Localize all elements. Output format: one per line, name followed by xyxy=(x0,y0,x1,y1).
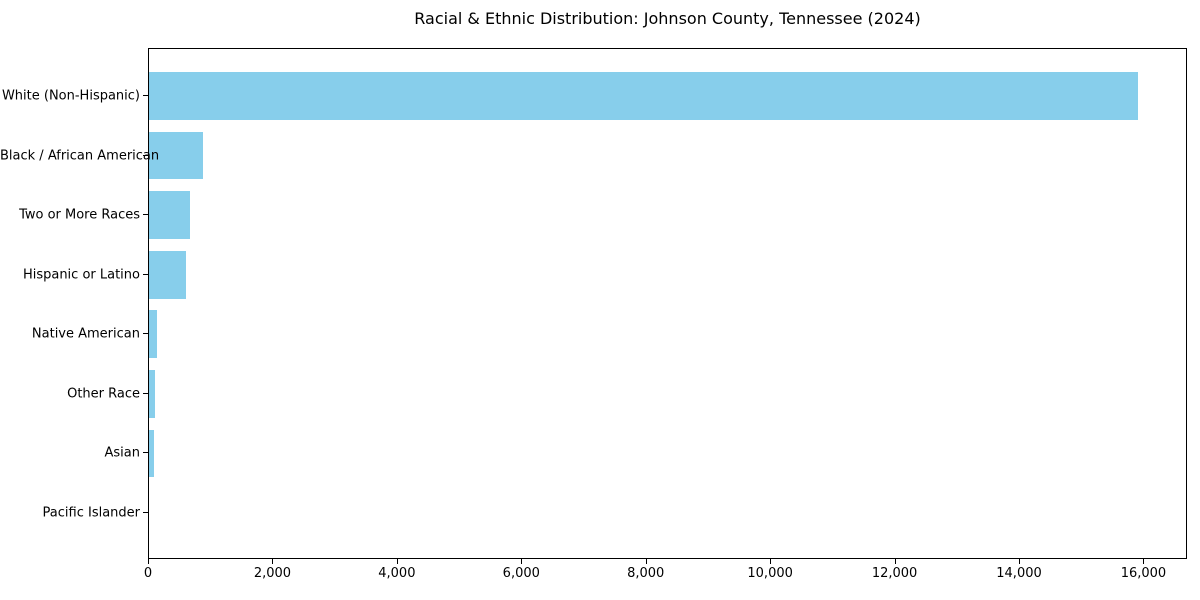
y-tick-mark xyxy=(143,392,148,394)
bar-hispanic-or-latino xyxy=(149,250,186,299)
x-tick-label: 14,000 xyxy=(996,566,1042,581)
x-tick-label: 12,000 xyxy=(871,566,918,581)
y-tick-label: Asian xyxy=(104,445,140,461)
x-tick-label: 10,000 xyxy=(747,566,793,581)
y-tick-label: Hispanic or Latino xyxy=(22,267,140,283)
y-tick-mark xyxy=(143,214,148,216)
x-tick-mark xyxy=(770,559,772,564)
x-tick-mark xyxy=(1143,559,1145,564)
x-tick-label: 8,000 xyxy=(627,566,665,581)
x-tick-label: 16,000 xyxy=(1120,566,1167,581)
x-tick-mark xyxy=(645,559,647,564)
y-tick-mark xyxy=(143,273,148,275)
y-tick-mark xyxy=(143,154,148,156)
x-tick-mark xyxy=(894,559,896,564)
bar-other-race xyxy=(149,370,155,418)
bar-black-african-american xyxy=(149,131,204,180)
x-tick-mark xyxy=(272,559,274,564)
x-tick-label: 4,000 xyxy=(378,566,416,581)
y-tick-mark xyxy=(143,95,148,97)
chart-title: Racial & Ethnic Distribution: Johnson Co… xyxy=(414,9,921,28)
y-tick-label: Native American xyxy=(31,326,140,342)
x-tick-label: 2,000 xyxy=(253,566,292,581)
y-tick-mark xyxy=(143,452,148,454)
y-tick-label: Pacific Islander xyxy=(42,505,140,521)
y-tick-label: Other Race xyxy=(67,386,140,402)
bar-asian xyxy=(149,429,154,478)
y-tick-label: White (Non-Hispanic) xyxy=(1,88,140,104)
x-tick-label: 6,000 xyxy=(502,566,540,581)
x-tick-mark xyxy=(396,559,398,564)
y-tick-mark xyxy=(143,333,148,335)
y-tick-mark xyxy=(143,511,148,513)
bar-two-or-more-races xyxy=(149,191,191,239)
x-tick-label: 0 xyxy=(143,566,153,581)
plot-area xyxy=(148,48,1187,559)
bar-white-non-hispanic xyxy=(149,72,1138,120)
y-tick-label: Black / African American xyxy=(0,148,160,164)
y-tick-label: Two or More Races xyxy=(19,207,140,223)
x-tick-mark xyxy=(521,559,523,564)
x-tick-mark xyxy=(148,559,149,564)
bar-native-american xyxy=(149,310,157,359)
x-tick-mark xyxy=(1019,559,1021,564)
